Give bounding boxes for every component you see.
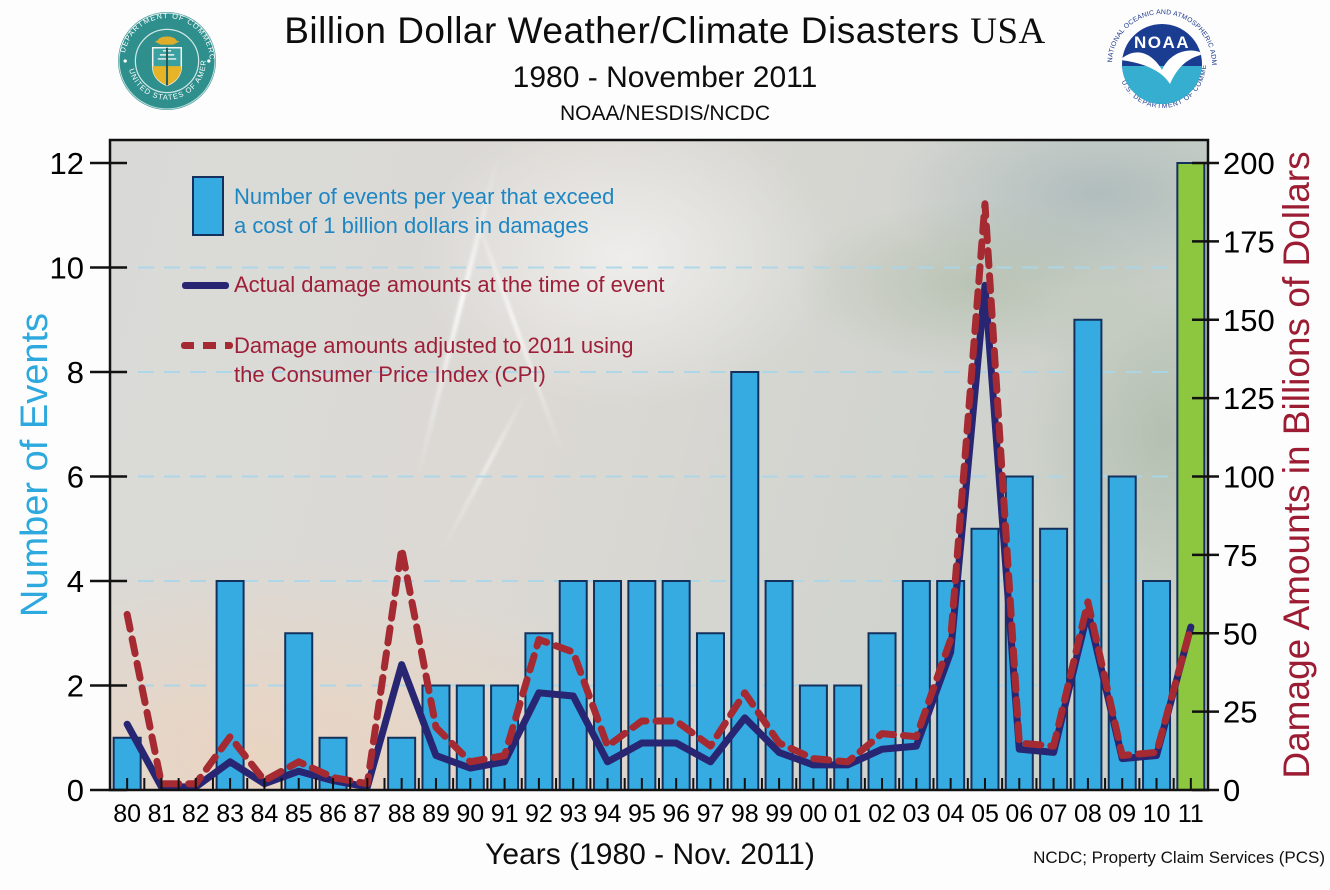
x-tick-label-98: 98 xyxy=(731,800,759,828)
left-tick-label-8: 8 xyxy=(67,355,84,390)
plot-border xyxy=(108,138,1210,792)
legend-bar-label: Number of events per year that exceed a … xyxy=(234,184,615,238)
right-axis-title: Damage Amounts in Billions of Dollars xyxy=(1276,151,1317,779)
subtitle: 1980 - November 2011 xyxy=(512,61,818,94)
x-axis-title: Years (1980 - Nov. 2011) xyxy=(485,838,815,871)
bar-year-02 xyxy=(867,632,897,791)
x-tick-label-97: 97 xyxy=(697,800,725,828)
left-tick-label-6: 6 xyxy=(67,460,84,495)
x-tick-label-04: 04 xyxy=(937,800,965,828)
x-tick-label-88: 88 xyxy=(388,800,416,828)
x-tick-label-93: 93 xyxy=(559,800,587,828)
x-tick-label-07: 07 xyxy=(1040,800,1068,828)
left-tick-label-10: 10 xyxy=(50,251,84,286)
legend-actual-line-swatch xyxy=(182,282,229,289)
x-tick-label-86: 86 xyxy=(319,800,347,828)
bar-year-01 xyxy=(833,684,863,791)
header: Billion Dollar Weather/Climate Disasters… xyxy=(230,10,1100,126)
x-tick-label-11: 11 xyxy=(1178,800,1204,828)
bar-year-96 xyxy=(661,580,691,791)
x-tick-label-10: 10 xyxy=(1143,800,1171,828)
source-credit: NCDC; Property Claim Services (PCS) xyxy=(1033,848,1325,867)
bar-year-97 xyxy=(695,632,725,791)
right-tick-label-0: 0 xyxy=(1223,773,1240,808)
bar-year-05 xyxy=(970,527,1000,791)
legend-bar-swatch xyxy=(192,176,224,236)
org-line: NOAA/NESDIS/NCDC xyxy=(559,102,771,125)
left-axis-title: Number of Events xyxy=(14,312,56,618)
bar-year-95 xyxy=(627,580,657,791)
right-tick-label-125: 125 xyxy=(1223,381,1275,416)
x-tick-label-99: 99 xyxy=(765,800,793,828)
x-tick-label-03: 03 xyxy=(902,800,930,828)
x-tick-label-84: 84 xyxy=(251,800,279,828)
x-tick-label-83: 83 xyxy=(216,800,244,828)
right-tick-label-100: 100 xyxy=(1223,460,1275,495)
left-tick-label-12: 12 xyxy=(50,146,84,181)
bar-year-83 xyxy=(215,580,245,791)
line-adjusted-cpi xyxy=(123,200,1195,788)
legend-adjusted-label: Damage amounts adjusted to 2011 using th… xyxy=(234,333,634,387)
bar-year-90 xyxy=(455,684,485,791)
x-tick-label-94: 94 xyxy=(594,800,622,828)
legend-adjusted-line-swatch xyxy=(181,342,233,349)
x-tick-label-80: 80 xyxy=(113,800,141,828)
x-tick-label-95: 95 xyxy=(628,800,656,828)
title-usa: USA xyxy=(970,11,1046,52)
x-tick-label-08: 08 xyxy=(1074,800,1102,828)
x-tick-label-05: 05 xyxy=(971,800,999,828)
x-tick-label-96: 96 xyxy=(662,800,690,828)
bar-year-09 xyxy=(1107,475,1137,791)
noaa-logo: NATIONAL OCEANIC AND ATMOSPHERIC ADMINIS… xyxy=(1099,0,1224,129)
doc-seal-logo: DEPARTMENT OF COMMERCE UNITED STATES OF … xyxy=(113,3,218,117)
x-tick-label-92: 92 xyxy=(525,800,553,828)
x-tick-label-89: 89 xyxy=(422,800,450,828)
left-tick-label-0: 0 xyxy=(67,773,84,808)
right-tick-label-25: 25 xyxy=(1223,695,1257,730)
left-tick-label-2: 2 xyxy=(67,669,84,704)
x-tick-label-06: 06 xyxy=(1005,800,1033,828)
page-title: Billion Dollar Weather/Climate Disasters… xyxy=(230,10,1100,53)
x-tick-label-90: 90 xyxy=(456,800,484,828)
right-tick-label-200: 200 xyxy=(1223,146,1275,181)
x-tick-label-91: 91 xyxy=(491,800,519,828)
x-tick-label-02: 02 xyxy=(868,800,896,828)
bar-year-08 xyxy=(1073,318,1103,791)
noaa-icon: NATIONAL OCEANIC AND ATMOSPHERIC ADMINIS… xyxy=(1099,0,1217,110)
x-tick-label-01: 01 xyxy=(834,800,862,828)
bar-year-00 xyxy=(798,684,828,791)
x-tick-label-85: 85 xyxy=(285,800,313,828)
bar-year-03 xyxy=(901,580,931,791)
x-tick-label-00: 00 xyxy=(800,800,828,828)
left-tick-label-4: 4 xyxy=(67,564,84,599)
right-tick-label-75: 75 xyxy=(1223,538,1257,573)
x-tick-label-81: 81 xyxy=(148,800,176,828)
right-tick-label-150: 150 xyxy=(1223,303,1275,338)
x-tick-label-87: 87 xyxy=(353,800,381,828)
legend-actual-label: Actual damage amounts at the time of eve… xyxy=(234,272,665,297)
title-text: Billion Dollar Weather/Climate Disasters xyxy=(284,10,960,51)
doc-seal-icon: DEPARTMENT OF COMMERCE UNITED STATES OF … xyxy=(113,3,216,110)
x-tick-label-09: 09 xyxy=(1108,800,1136,828)
right-tick-label-50: 50 xyxy=(1223,616,1257,651)
right-tick-label-175: 175 xyxy=(1223,224,1275,259)
noaa-wordmark: NOAA xyxy=(1134,33,1190,52)
x-tick-label-82: 82 xyxy=(182,800,210,828)
bar-year-11 xyxy=(1176,162,1206,791)
